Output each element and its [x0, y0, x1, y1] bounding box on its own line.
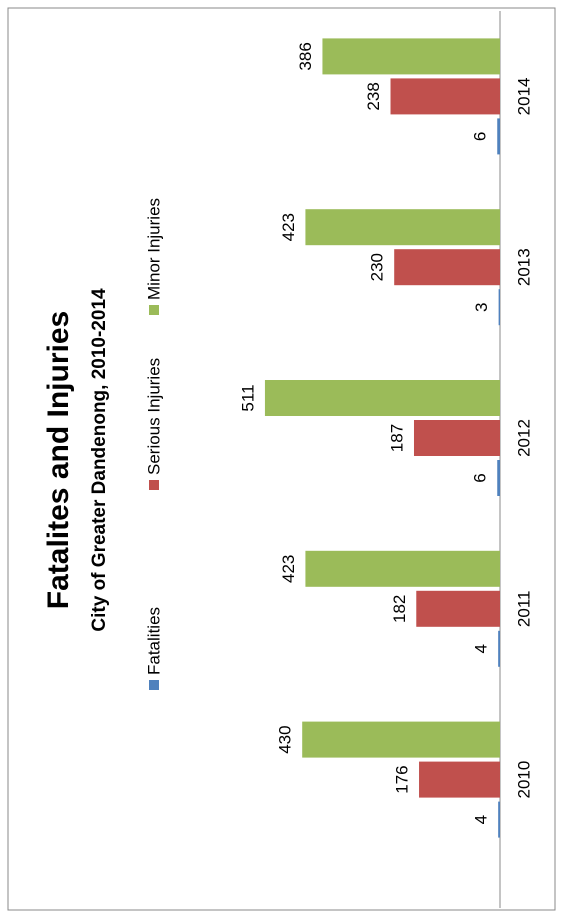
data-label: 423 [279, 555, 298, 583]
data-label: 182 [390, 595, 409, 623]
bar [419, 761, 501, 798]
x-tick-label: 2012 [514, 419, 533, 457]
bar [264, 380, 500, 416]
data-label: 230 [368, 253, 387, 281]
bar [498, 801, 501, 838]
x-tick-label: 2011 [514, 591, 533, 628]
bar [302, 721, 501, 758]
bar [305, 209, 501, 246]
legend-swatch [149, 305, 159, 315]
x-tick-label: 2013 [514, 248, 533, 286]
bar [413, 420, 501, 456]
data-label: 238 [364, 82, 383, 110]
legend-swatch [149, 680, 159, 690]
legend-label: Serious Injuries [144, 358, 163, 475]
bar [498, 630, 501, 667]
data-label: 430 [276, 725, 295, 753]
data-label: 187 [387, 424, 406, 452]
legend-label: Fatalities [144, 607, 163, 675]
x-tick-label: 2014 [514, 77, 533, 115]
data-label: 423 [279, 213, 298, 241]
data-label: 511 [238, 384, 257, 411]
legend-label: Minor Injuries [144, 198, 163, 300]
legend-swatch [149, 480, 159, 490]
data-label: 6 [471, 473, 490, 482]
bar [390, 78, 500, 115]
bar [497, 460, 500, 496]
rotated-chart: Fatalites and Injuries City of Greater D… [42, 11, 533, 908]
data-label: 386 [296, 42, 315, 70]
bar [305, 550, 501, 587]
data-label: 3 [472, 302, 491, 311]
data-label: 176 [393, 765, 412, 793]
bar [498, 289, 500, 326]
bar [497, 118, 500, 155]
chart-frame [7, 7, 556, 911]
chart-subtitle: City of Greater Dandenong, 2010-2014 [89, 288, 110, 632]
bar [322, 38, 500, 75]
data-label: 4 [472, 815, 491, 824]
x-tick-label: 2010 [514, 761, 533, 799]
data-label: 6 [471, 132, 490, 141]
data-label: 4 [472, 644, 491, 653]
chart-title: Fatalites and Injuries [42, 311, 75, 609]
bar [416, 590, 500, 627]
bar [394, 249, 501, 286]
